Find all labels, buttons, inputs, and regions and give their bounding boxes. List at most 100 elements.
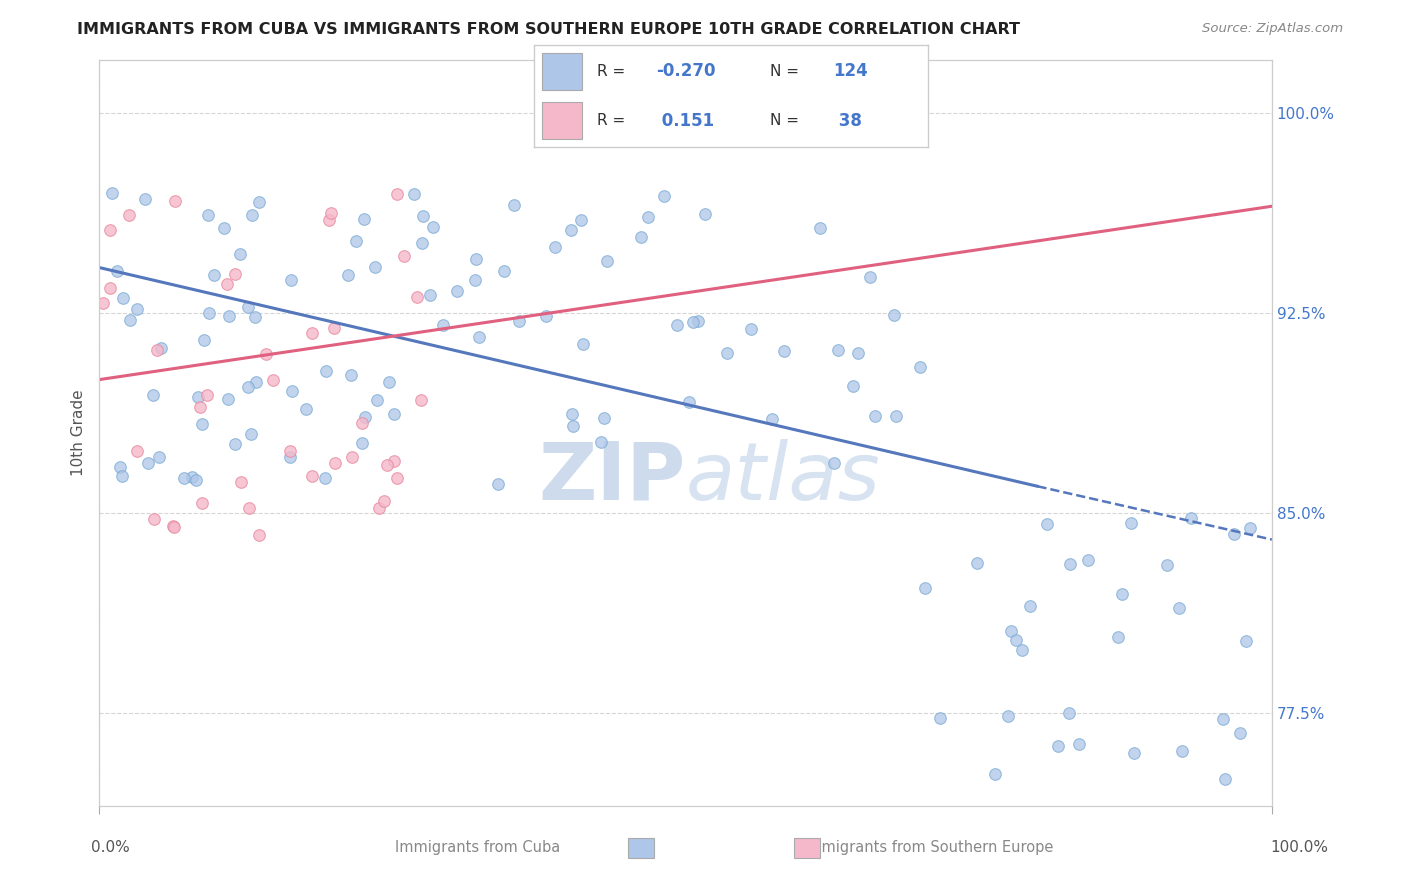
Point [315,364,337,378]
Point [997,709,1019,723]
Point [295,402,318,417]
Text: 124: 124 [834,62,869,80]
Point [1005,633,1028,648]
Point [1234,633,1257,648]
Point [385,471,408,485]
Point [238,501,260,516]
Point [301,469,323,483]
Point [352,435,374,450]
Point [405,290,427,304]
Point [314,471,336,485]
Point [188,400,211,414]
Point [1046,739,1069,753]
Point [142,387,165,401]
Point [823,456,845,470]
Point [865,409,887,423]
Point [366,392,388,407]
Text: R =: R = [598,63,626,78]
Point [353,211,375,226]
Point [364,260,387,274]
Point [1229,726,1251,740]
Text: Immigrants from Cuba: Immigrants from Cuba [395,840,561,855]
Point [280,273,302,287]
Point [212,221,235,235]
Point [240,427,263,442]
Point [1059,558,1081,572]
Point [173,471,195,485]
Point [163,194,186,209]
Point [111,469,134,483]
Point [914,582,936,596]
Text: 0.0%: 0.0% [91,840,131,855]
Text: -0.270: -0.270 [657,62,716,80]
Point [1077,552,1099,566]
Point [695,207,717,221]
Point [224,437,246,451]
Point [98,281,121,295]
Point [1107,630,1129,644]
Point [98,223,121,237]
Point [1111,587,1133,601]
Point [340,450,363,464]
Point [215,277,238,291]
Point [569,213,592,227]
Point [236,300,259,314]
Point [686,314,709,328]
Point [224,268,246,282]
Point [184,473,207,487]
Point [1180,511,1202,525]
Point [929,711,952,725]
Point [883,308,905,322]
Point [336,268,359,283]
Point [198,306,221,320]
Point [229,475,252,489]
Text: N =: N = [770,63,800,78]
Point [197,387,219,401]
Point [350,416,373,430]
Point [254,347,277,361]
Text: R =: R = [598,113,626,128]
Point [465,252,488,266]
Point [589,434,612,449]
Point [446,284,468,298]
Point [240,209,263,223]
Point [1057,706,1080,721]
Point [486,476,509,491]
Point [1123,747,1146,761]
Point [534,310,557,324]
Point [101,186,124,201]
Point [827,343,849,357]
Point [1011,642,1033,657]
Point [191,496,214,510]
Point [761,412,783,426]
Point [572,337,595,351]
Point [561,419,583,434]
Point [884,409,907,423]
Point [247,528,270,542]
Point [678,395,700,409]
Text: 100.0%: 100.0% [1271,840,1329,855]
Point [1171,744,1194,758]
Point [773,343,796,358]
Point [197,208,219,222]
Point [1212,712,1234,726]
Point [464,273,486,287]
Point [1035,517,1057,532]
Point [842,379,865,393]
Point [127,301,149,316]
Point [422,219,444,234]
Point [245,376,267,390]
Point [908,359,931,374]
Point [191,417,214,432]
Point [716,346,738,360]
Point [468,330,491,344]
Point [202,268,225,283]
Point [419,287,441,301]
Point [148,450,170,464]
Point [637,211,659,225]
Point [1019,599,1042,613]
Text: IMMIGRANTS FROM CUBA VS IMMIGRANTS FROM SOUTHERN EUROPE 10TH GRADE CORRELATION C: IMMIGRANTS FROM CUBA VS IMMIGRANTS FROM … [77,22,1021,37]
Point [373,494,395,508]
Point [593,411,616,425]
Point [323,321,346,335]
